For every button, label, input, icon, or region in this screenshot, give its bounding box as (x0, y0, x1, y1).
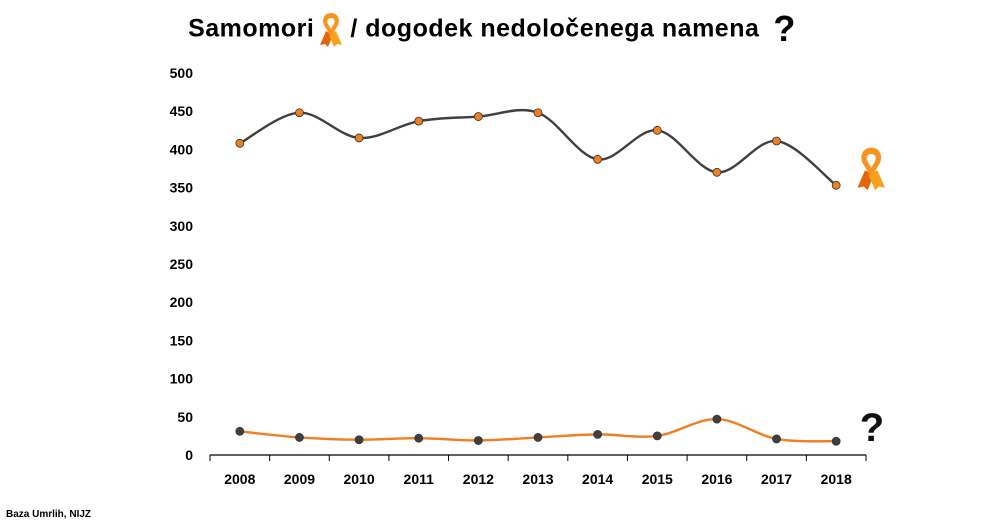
y-tick-label: 150 (170, 332, 194, 348)
y-tick-label: 50 (177, 409, 193, 425)
title-part-2: / dogodek nedoločenega namena (350, 14, 760, 43)
ribbon-tail-right (868, 170, 885, 191)
data-point (473, 436, 483, 445)
y-tick-label: 500 (170, 65, 194, 81)
y-tick-label: 350 (170, 180, 194, 196)
x-tick-label: 2012 (463, 471, 494, 487)
data-point (831, 180, 841, 190)
data-point (235, 426, 245, 436)
x-tick-label: 2014 (582, 471, 613, 487)
x-axis-ticks: 2008 2009 2010 2011 2012 2013 2014 2015 2016 2017… (224, 471, 852, 487)
data-point (295, 433, 304, 442)
ribbon-icon (320, 13, 343, 47)
x-tick-label: 2010 (344, 471, 375, 487)
data-point (235, 138, 245, 148)
data-point (831, 436, 841, 446)
data-point (354, 435, 364, 445)
data-point (652, 431, 662, 441)
y-tick-label: 100 (170, 371, 194, 387)
x-tick-label: 2018 (821, 471, 852, 487)
x-tick-label: 2013 (522, 471, 553, 487)
question-mark-marker: ? (860, 406, 884, 450)
x-tick-label: 2009 (284, 471, 315, 487)
x-tick-label: 2008 (224, 471, 255, 487)
y-tick-label: 300 (170, 218, 194, 234)
data-point (712, 414, 722, 424)
title-part-1: Samomori (188, 14, 315, 43)
data-point (414, 433, 424, 443)
x-tick-label: 2015 (642, 471, 673, 487)
y-tick-label: 250 (170, 256, 194, 272)
source-note: Baza Umrlih, NIJZ (6, 509, 92, 520)
x-tick-label: 2016 (701, 471, 732, 487)
chart-title: Samomori / dogodek nedoločenega namena? (0, 8, 984, 50)
ribbon-loop (861, 147, 882, 178)
data-point (593, 429, 603, 439)
data-point (712, 167, 722, 177)
chart-axes (209, 454, 867, 461)
chart-series (235, 108, 841, 446)
series-markers: ? (857, 147, 885, 450)
data-point (533, 108, 543, 118)
y-tick-label: 0 (185, 447, 193, 463)
data-point (652, 125, 662, 135)
y-axis-ticks: 0 50 100 150 200 250 300 350 400 450 500 (170, 65, 194, 463)
data-point (772, 136, 781, 146)
data-point (533, 433, 543, 442)
y-tick-label: 400 (170, 141, 194, 157)
data-point (354, 133, 364, 143)
series-line-1 (239, 108, 837, 187)
y-tick-label: 200 (170, 294, 194, 310)
data-point (473, 112, 483, 121)
x-tick-label: 2017 (761, 471, 792, 487)
data-point (593, 154, 603, 164)
data-point (414, 116, 424, 126)
data-point (772, 434, 781, 444)
data-point (295, 108, 304, 118)
y-tick-label: 450 (170, 103, 194, 119)
title-question-mark: ? (773, 8, 796, 49)
x-tick-label: 2011 (404, 471, 435, 487)
ribbon-icon (857, 147, 885, 191)
